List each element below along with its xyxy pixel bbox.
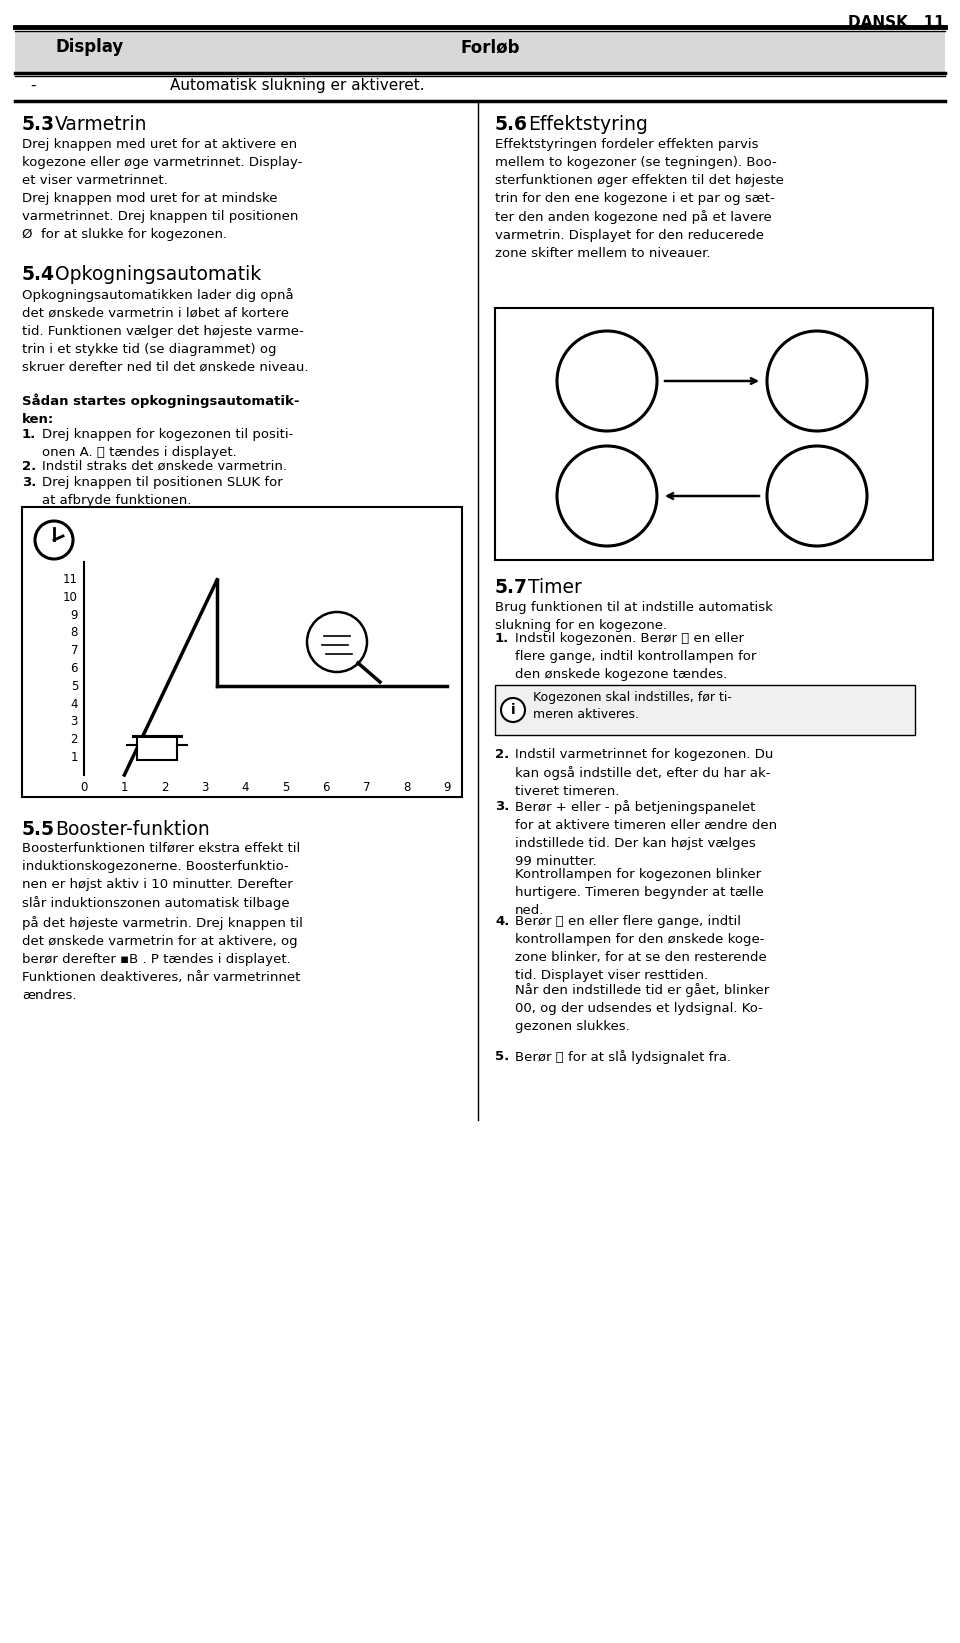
Text: 3.: 3. bbox=[22, 476, 36, 490]
Text: Opkogningsautomatikken lader dig opnå
det ønskede varmetrin i løbet af kortere
t: Opkogningsautomatikken lader dig opnå de… bbox=[22, 288, 308, 375]
Text: Drej knappen til positionen SLUK for
at afbryde funktionen.: Drej knappen til positionen SLUK for at … bbox=[42, 476, 283, 508]
Text: Berør + eller - på betjeningspanelet
for at aktivere timeren eller ændre den
ind: Berør + eller - på betjeningspanelet for… bbox=[515, 800, 778, 868]
Text: 1.: 1. bbox=[495, 633, 509, 646]
Circle shape bbox=[767, 445, 867, 545]
Text: Indstil straks det ønskede varmetrin.: Indstil straks det ønskede varmetrin. bbox=[42, 460, 287, 473]
Text: Effektstyringen fordeler effekten parvis
mellem to kogezoner (se tegningen). Boo: Effektstyringen fordeler effekten parvis… bbox=[495, 138, 784, 261]
Circle shape bbox=[557, 445, 657, 545]
Text: 4: 4 bbox=[242, 780, 249, 794]
Text: -: - bbox=[30, 77, 36, 94]
Text: 0: 0 bbox=[81, 780, 87, 794]
Text: 5.4: 5.4 bbox=[22, 265, 55, 284]
Text: Effektstyring: Effektstyring bbox=[528, 115, 648, 135]
Text: Timer: Timer bbox=[528, 578, 582, 596]
Text: 5.7: 5.7 bbox=[495, 578, 528, 596]
Circle shape bbox=[307, 611, 367, 672]
Text: Opkogningsautomatik: Opkogningsautomatik bbox=[55, 265, 261, 284]
Text: 10: 10 bbox=[63, 591, 78, 605]
Text: 5.5: 5.5 bbox=[22, 820, 55, 840]
Text: Kogezonen skal indstilles, før ti-
meren aktiveres.: Kogezonen skal indstilles, før ti- meren… bbox=[533, 692, 732, 721]
Text: i: i bbox=[511, 703, 516, 716]
Text: 2: 2 bbox=[161, 780, 168, 794]
Text: Varmetrin: Varmetrin bbox=[55, 115, 148, 135]
Text: 2.: 2. bbox=[495, 748, 509, 761]
Text: 9: 9 bbox=[70, 610, 78, 621]
Circle shape bbox=[767, 330, 867, 430]
Text: Sådan startes opkogningsautomatik-
ken:: Sådan startes opkogningsautomatik- ken: bbox=[22, 393, 300, 426]
Text: Kontrollampen for kogezonen blinker
hurtigere. Timeren begynder at tælle
ned.: Kontrollampen for kogezonen blinker hurt… bbox=[515, 868, 764, 917]
Text: 11: 11 bbox=[63, 573, 78, 587]
Text: 1: 1 bbox=[70, 751, 78, 764]
Text: 5.: 5. bbox=[495, 1050, 509, 1063]
Text: Drej knappen med uret for at aktivere en
kogezone eller øge varmetrinnet. Displa: Drej knappen med uret for at aktivere en… bbox=[22, 138, 302, 242]
Text: Boosterfunktionen tilfører ekstra effekt til
induktionskogezonerne. Boosterfunkt: Boosterfunktionen tilfører ekstra effekt… bbox=[22, 841, 302, 1002]
Text: 2: 2 bbox=[70, 733, 78, 746]
Text: 5.3: 5.3 bbox=[22, 115, 55, 135]
Text: 5.6: 5.6 bbox=[495, 115, 528, 135]
Text: Display: Display bbox=[56, 38, 124, 56]
Text: 8: 8 bbox=[403, 780, 410, 794]
Bar bbox=[495, 307, 933, 560]
Text: 3.: 3. bbox=[495, 800, 510, 813]
Text: 1: 1 bbox=[121, 780, 128, 794]
Text: 3: 3 bbox=[202, 780, 208, 794]
Text: Indstil varmetrinnet for kogezonen. Du
kan også indstille det, efter du har ak-
: Indstil varmetrinnet for kogezonen. Du k… bbox=[515, 748, 774, 798]
Text: Drej knappen for kogezonen til positi-
onen A. ⓶ tændes i displayet.: Drej knappen for kogezonen til positi- o… bbox=[42, 427, 294, 458]
Text: Indstil kogezonen. Berør ⏱ en eller
flere gange, indtil kontrollampen for
den øn: Indstil kogezonen. Berør ⏱ en eller fler… bbox=[515, 633, 756, 680]
Text: Booster-funktion: Booster-funktion bbox=[55, 820, 209, 840]
Text: 8: 8 bbox=[71, 626, 78, 639]
Text: 1.: 1. bbox=[22, 427, 36, 440]
Text: Automatisk slukning er aktiveret.: Automatisk slukning er aktiveret. bbox=[170, 77, 424, 94]
Bar bbox=[15, 31, 945, 72]
Text: 9: 9 bbox=[444, 780, 451, 794]
Circle shape bbox=[501, 698, 525, 721]
Text: 5: 5 bbox=[71, 680, 78, 693]
Text: 4.: 4. bbox=[495, 915, 510, 928]
Text: Forløb: Forløb bbox=[460, 38, 519, 56]
Text: Når den indstillede tid er gået, blinker
00, og der udsendes et lydsignal. Ko-
g: Når den indstillede tid er gået, blinker… bbox=[515, 983, 769, 1033]
Text: 6: 6 bbox=[70, 662, 78, 675]
Text: Berør ⏱ for at slå lydsignalet fra.: Berør ⏱ for at slå lydsignalet fra. bbox=[515, 1050, 732, 1065]
Bar bbox=[495, 685, 915, 734]
Text: 6: 6 bbox=[323, 780, 329, 794]
Text: DANSK   11: DANSK 11 bbox=[849, 15, 945, 30]
Text: 5: 5 bbox=[282, 780, 289, 794]
Circle shape bbox=[557, 330, 657, 430]
Text: 2.: 2. bbox=[22, 460, 36, 473]
Text: Brug funktionen til at indstille automatisk
slukning for en kogezone.: Brug funktionen til at indstille automat… bbox=[495, 601, 773, 633]
Text: 7: 7 bbox=[363, 780, 371, 794]
Text: Berør ⏱ en eller flere gange, indtil
kontrollampen for den ønskede koge-
zone bl: Berør ⏱ en eller flere gange, indtil kon… bbox=[515, 915, 767, 983]
Text: 7: 7 bbox=[70, 644, 78, 657]
Circle shape bbox=[35, 521, 73, 559]
Text: 4: 4 bbox=[70, 698, 78, 710]
Text: 3: 3 bbox=[71, 715, 78, 728]
Bar bbox=[136, 736, 177, 761]
Bar bbox=[22, 508, 462, 797]
